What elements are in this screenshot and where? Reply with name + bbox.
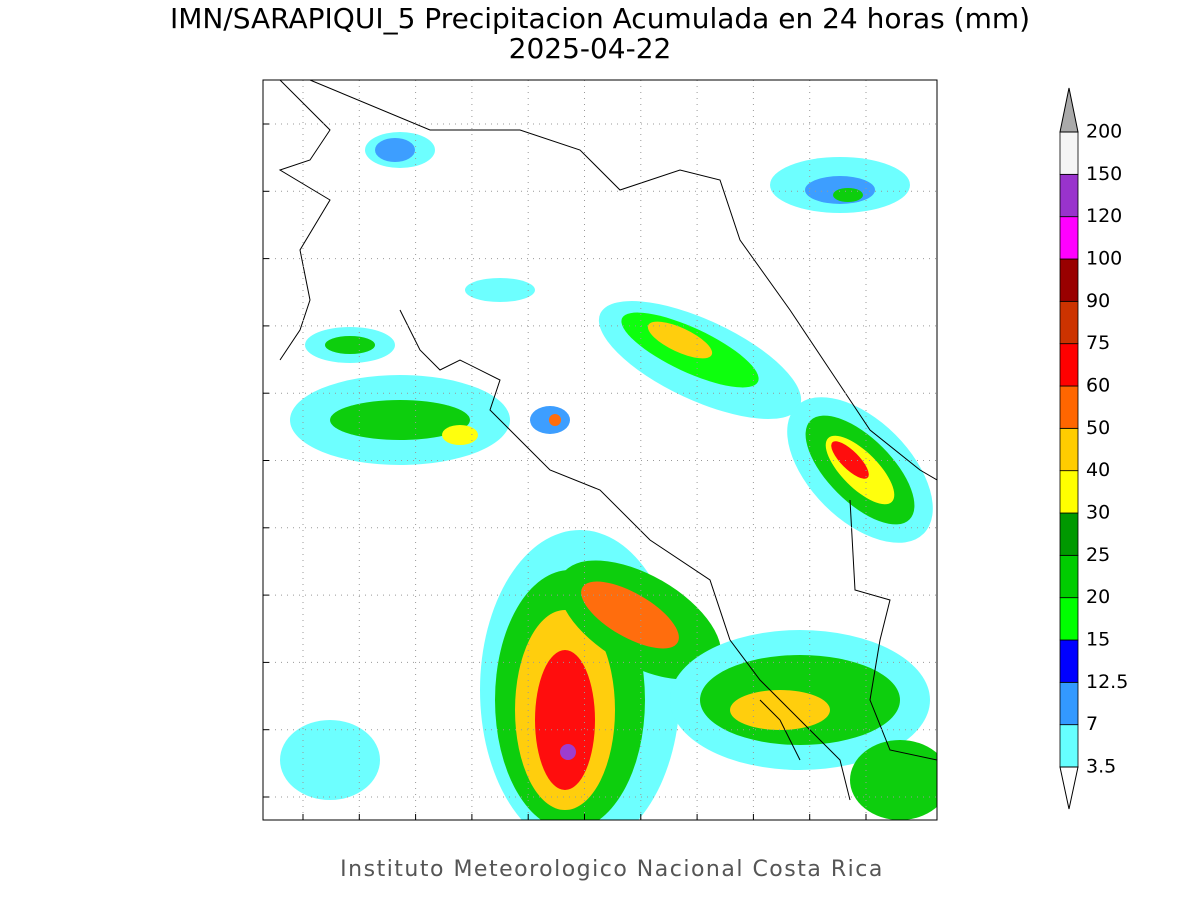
colorbar-segment	[1059, 597, 1079, 641]
colorbar-segment	[1059, 724, 1079, 768]
colorbar-segment	[1059, 300, 1079, 345]
lat-tick-label: 10.2N	[215, 317, 252, 333]
colorbar-segment	[1059, 470, 1079, 514]
precipitation-field	[263, 80, 937, 820]
lon-tick-label: 84.3W	[564, 825, 605, 841]
lat-tick-label: 8.4N	[222, 720, 252, 736]
colorbar-segment	[1059, 427, 1079, 472]
colorbar-label: 120	[1086, 205, 1122, 227]
lon-tick-label: 83.7W	[677, 825, 718, 841]
colorbar-segment	[1059, 512, 1079, 556]
lon-tick-label: 84.6W	[508, 825, 549, 841]
title: IMN/SARAPIQUI_5 Precipitacion Acumulada …	[170, 2, 1030, 35]
lat-tick-label: 9N	[234, 586, 252, 602]
colorbar-label: 40	[1086, 459, 1110, 481]
colorbar-segment	[1059, 554, 1079, 599]
colorbar-label: 30	[1086, 502, 1110, 524]
colorbar-segment	[1059, 385, 1079, 429]
colorbar-label: 12.5	[1086, 671, 1128, 693]
colorbar-segment	[1059, 216, 1079, 260]
colorbar-label: 200	[1086, 121, 1122, 143]
colorbar-label: 60	[1086, 375, 1110, 397]
colorbar-under	[1059, 766, 1079, 810]
lat-tick-label: 8.7N	[222, 653, 252, 669]
lon-tick-label: 85.8W	[283, 825, 324, 841]
colorbar-label: 7	[1086, 713, 1098, 735]
colorbar-label: 3.5	[1086, 756, 1116, 778]
colorbar-segment	[1059, 173, 1079, 218]
colorbar-segment	[1059, 681, 1079, 726]
colorbar-label: 75	[1086, 332, 1110, 354]
colorbar-label: 20	[1086, 586, 1110, 608]
lat-tick-label: 11.1N	[216, 115, 252, 131]
colorbar-label: 15	[1086, 629, 1110, 651]
colorbar-label: 150	[1086, 163, 1122, 185]
colorbar-label: 25	[1086, 544, 1110, 566]
colorbar-segment	[1059, 639, 1079, 683]
lon-tick-label: 85.2W	[395, 825, 436, 841]
credit: Instituto Meteorologico Nacional Costa R…	[340, 857, 884, 882]
lat-tick-label: 9.6N	[222, 451, 252, 467]
lon-tick-label: 84W	[626, 825, 656, 841]
lat-tick-label: 10.8N	[215, 182, 252, 198]
colorbar-over	[1059, 87, 1079, 133]
lon-tick-label: 85.5W	[339, 825, 380, 841]
lon-tick-label: 83.1W	[789, 825, 830, 841]
lon-tick-label: 83.4W	[733, 825, 774, 841]
colorbar-segment	[1059, 343, 1079, 387]
lon-tick-label: 82.8W	[846, 825, 887, 841]
colorbar-segment	[1059, 258, 1079, 302]
colorbar-label: 50	[1086, 417, 1110, 439]
lat-tick-label: 9.3N	[222, 519, 252, 535]
lat-tick-label: 9.9N	[222, 384, 252, 400]
map-frame	[262, 79, 938, 821]
lon-tick-label: 84.9W	[452, 825, 493, 841]
colorbar-label: 90	[1086, 290, 1110, 312]
colorbar-segment	[1059, 131, 1079, 175]
date: 2025-04-22	[509, 32, 672, 65]
lat-tick-label: 8.1N	[222, 788, 252, 804]
lat-tick-label: 10.5N	[215, 249, 252, 265]
colorbar-label: 100	[1086, 248, 1122, 270]
